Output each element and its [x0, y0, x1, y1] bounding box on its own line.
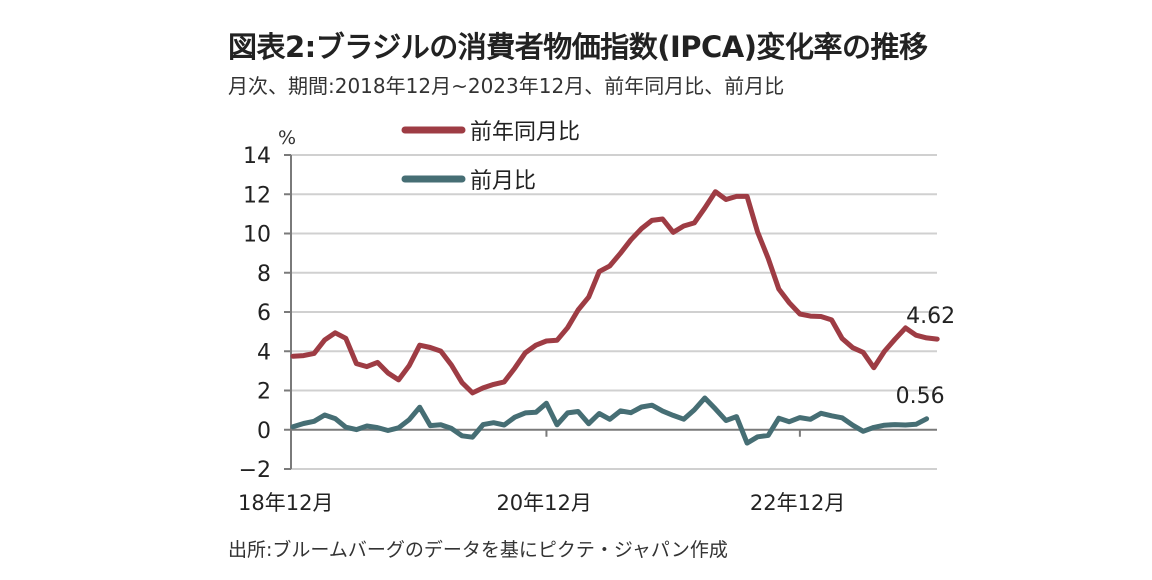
source-note: 出所:ブルームバーグのデータを基にピクテ・ジャパン作成: [228, 539, 728, 561]
series-line-mom: [290, 395, 930, 446]
x-tick-label: 20年12月: [496, 491, 591, 515]
y-tick-label: 4: [257, 340, 271, 365]
series-lines: 4.62 0.56: [290, 189, 955, 446]
y-tick-label: −2: [239, 458, 271, 483]
y-tick-label: 14: [243, 144, 271, 169]
gridlines: [291, 154, 937, 470]
end-value-label: 4.62: [906, 304, 955, 329]
legend-label: 前月比: [470, 169, 536, 194]
y-tick-label: 0: [257, 419, 271, 444]
legend-label: 前年同月比: [470, 120, 580, 145]
y-tick-label: 2: [257, 380, 271, 405]
y-tick-label: 12: [243, 183, 271, 208]
y-tick-labels: 14 12 10 8 6 4 2 0 −2: [239, 144, 271, 483]
chart-title: 図表2:ブラジルの消費者物価指数(IPCA)変化率の推移: [228, 30, 928, 64]
x-tick-label: 18年12月: [238, 491, 333, 515]
x-tick-labels: 18年12月 20年12月 22年12月: [238, 491, 845, 515]
y-axis-unit: %: [278, 127, 296, 149]
y-tick-label: 8: [257, 262, 271, 287]
x-tick-label: 22年12月: [750, 491, 845, 515]
end-value-label: 0.56: [896, 384, 945, 409]
y-tick-label: 6: [257, 301, 271, 326]
series-line-yoy: [290, 189, 940, 396]
y-tick-label: 10: [243, 223, 271, 248]
chart-subtitle: 月次、期間:2018年12月~2023年12月、前年同月比、前月比: [228, 74, 785, 98]
